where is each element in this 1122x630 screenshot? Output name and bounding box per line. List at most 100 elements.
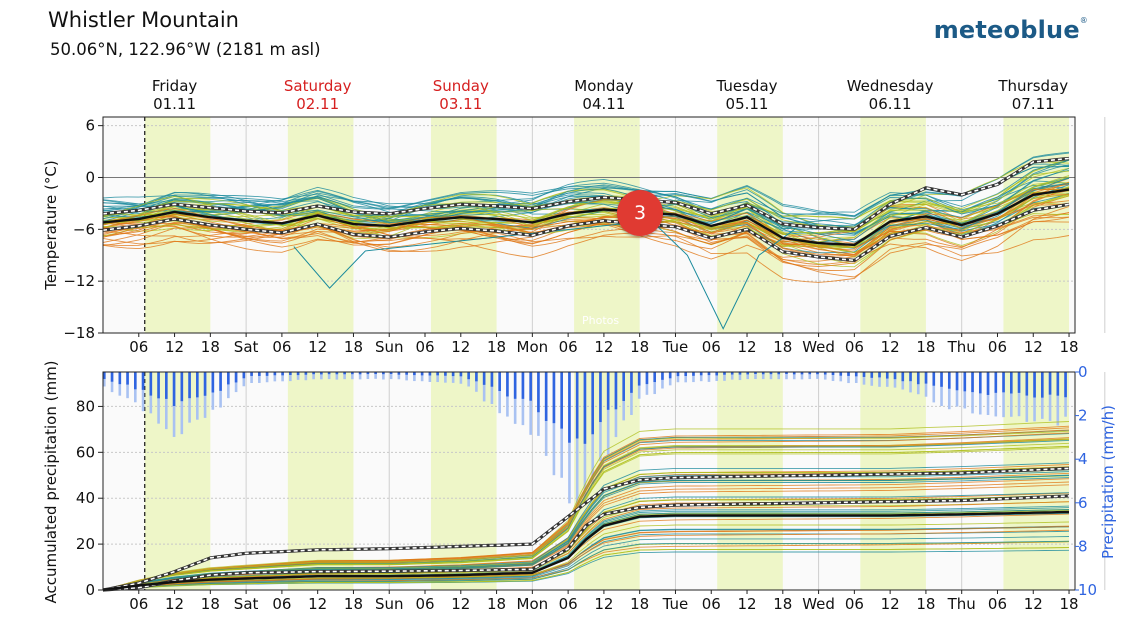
precip-bar-range bbox=[800, 372, 804, 380]
precip-bar bbox=[482, 372, 486, 385]
precip-bar bbox=[126, 372, 129, 385]
precip-bar-range bbox=[304, 372, 308, 381]
x-tick-label: 18 bbox=[487, 338, 506, 356]
precip-bar bbox=[568, 372, 571, 443]
x-tick-label: 06 bbox=[272, 338, 291, 356]
precip-bar-range bbox=[320, 372, 323, 380]
precip-bar bbox=[343, 372, 346, 375]
precip-bar-range bbox=[839, 372, 843, 382]
ensemble-member-line bbox=[102, 495, 1070, 591]
precip-bar bbox=[165, 372, 168, 399]
precip-bar bbox=[1002, 372, 1005, 393]
precip-bar-range bbox=[451, 372, 455, 383]
ensemble-member-line bbox=[102, 219, 1070, 278]
precip-bar bbox=[955, 372, 959, 391]
rate-tick-label: 4 bbox=[1078, 450, 1088, 468]
precip-bar bbox=[591, 372, 594, 435]
x-tick-label: Tue bbox=[662, 338, 689, 356]
x-tick-label: 12 bbox=[308, 595, 327, 613]
precip-bar bbox=[754, 372, 757, 375]
quartile-line bbox=[102, 157, 1070, 231]
temperature-tick-label: −18 bbox=[63, 324, 95, 342]
precip-bar bbox=[878, 372, 881, 378]
precip-bar bbox=[110, 372, 114, 382]
precip-bar-range bbox=[351, 372, 354, 380]
precip-bar bbox=[1017, 372, 1021, 393]
x-tick-label: Mon bbox=[517, 595, 549, 613]
precip-bar bbox=[777, 372, 781, 375]
precip-bar-range bbox=[405, 372, 408, 381]
meteoblue-logo[interactable]: meteoblue® bbox=[934, 16, 1088, 44]
x-tick-label: 06 bbox=[702, 338, 721, 356]
precip-bar bbox=[1056, 372, 1060, 396]
x-tick-label: 12 bbox=[308, 338, 327, 356]
x-tick-label: 18 bbox=[487, 595, 506, 613]
precip-bar-range bbox=[668, 372, 672, 386]
daylight-band bbox=[287, 372, 354, 590]
x-tick-label: 12 bbox=[594, 595, 613, 613]
precip-bar bbox=[971, 372, 974, 393]
rate-tick-label: 8 bbox=[1078, 537, 1088, 555]
x-tick-label: 12 bbox=[1024, 338, 1043, 356]
precip-bar-range bbox=[1017, 372, 1021, 417]
x-tick-label: 06 bbox=[845, 338, 864, 356]
brand-name: meteoblue bbox=[933, 16, 1080, 44]
precip-bar bbox=[172, 372, 176, 407]
daylight-band bbox=[430, 372, 497, 590]
precip-bar bbox=[211, 372, 215, 393]
precip-bar-range bbox=[684, 372, 688, 383]
photos-badge[interactable]: 3 bbox=[617, 190, 663, 236]
quartile-line-outline bbox=[102, 466, 1070, 592]
precip-bar bbox=[134, 372, 137, 390]
precip-bar-range bbox=[885, 372, 889, 387]
temperature-tick-label: 6 bbox=[85, 117, 95, 135]
location-title: Whistler Mountain bbox=[48, 8, 239, 32]
x-tick-label: 06 bbox=[845, 595, 864, 613]
precip-bar bbox=[304, 372, 308, 375]
precip-bar-range bbox=[227, 372, 230, 399]
precip-bar-range bbox=[1002, 372, 1005, 418]
precip-bar bbox=[1025, 372, 1029, 396]
precip-bar-range bbox=[862, 372, 866, 385]
precip-bar-range bbox=[785, 372, 788, 380]
precip-bar-range bbox=[808, 372, 812, 380]
temperature-panel bbox=[102, 117, 1106, 334]
precip-bar bbox=[560, 372, 563, 429]
precip-bar-range bbox=[374, 372, 377, 379]
rate-tick-label: 0 bbox=[1078, 363, 1088, 381]
day-date: 01.11 bbox=[153, 95, 197, 113]
precip-bar bbox=[692, 372, 695, 376]
precipitation-tick-label: 40 bbox=[76, 489, 95, 507]
precip-bar-range bbox=[444, 372, 447, 383]
precip-bar bbox=[444, 372, 447, 376]
precip-bar-range bbox=[475, 372, 478, 392]
precip-bar bbox=[529, 372, 532, 401]
precip-bar-range bbox=[289, 372, 292, 382]
precip-bar-range bbox=[126, 372, 129, 399]
precip-bar bbox=[885, 372, 889, 379]
precip-bar-range bbox=[932, 372, 936, 403]
day-name: Tuesday bbox=[716, 77, 778, 95]
x-tick-label: 18 bbox=[916, 595, 935, 613]
precipitation-tick-label: 80 bbox=[76, 397, 95, 415]
precip-bar-range bbox=[715, 372, 719, 381]
x-tick-label: 06 bbox=[988, 338, 1007, 356]
precip-bar bbox=[870, 372, 874, 378]
precip-bar-range bbox=[676, 372, 680, 383]
x-tick-label: 06 bbox=[988, 595, 1007, 613]
precip-bar bbox=[854, 372, 858, 377]
precip-bar bbox=[916, 372, 920, 385]
precip-bar bbox=[823, 372, 827, 375]
precip-bar bbox=[653, 372, 657, 383]
precip-bar bbox=[188, 372, 191, 399]
precip-bar bbox=[816, 372, 819, 375]
precip-bar-range bbox=[165, 372, 168, 430]
precip-bar bbox=[552, 372, 556, 424]
day-name: Saturday bbox=[283, 77, 352, 95]
precip-bar bbox=[1033, 372, 1036, 398]
precip-bar bbox=[490, 372, 494, 387]
precip-bar-range bbox=[606, 372, 610, 455]
precip-bar bbox=[986, 372, 990, 395]
rate-tick-label: 2 bbox=[1078, 407, 1088, 425]
precip-bar bbox=[792, 372, 796, 375]
